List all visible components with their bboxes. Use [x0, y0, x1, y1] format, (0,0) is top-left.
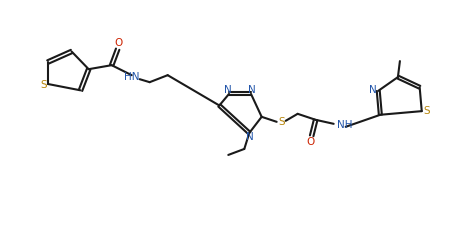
Text: S: S — [278, 117, 285, 127]
Text: N: N — [246, 132, 254, 142]
Text: N: N — [369, 85, 377, 95]
Text: S: S — [41, 80, 47, 90]
Text: NH: NH — [337, 120, 352, 130]
Text: N: N — [248, 85, 256, 95]
Text: N: N — [224, 85, 232, 95]
Text: S: S — [424, 106, 430, 116]
Text: O: O — [114, 38, 123, 48]
Text: O: O — [306, 137, 315, 147]
Text: HN: HN — [124, 72, 139, 82]
